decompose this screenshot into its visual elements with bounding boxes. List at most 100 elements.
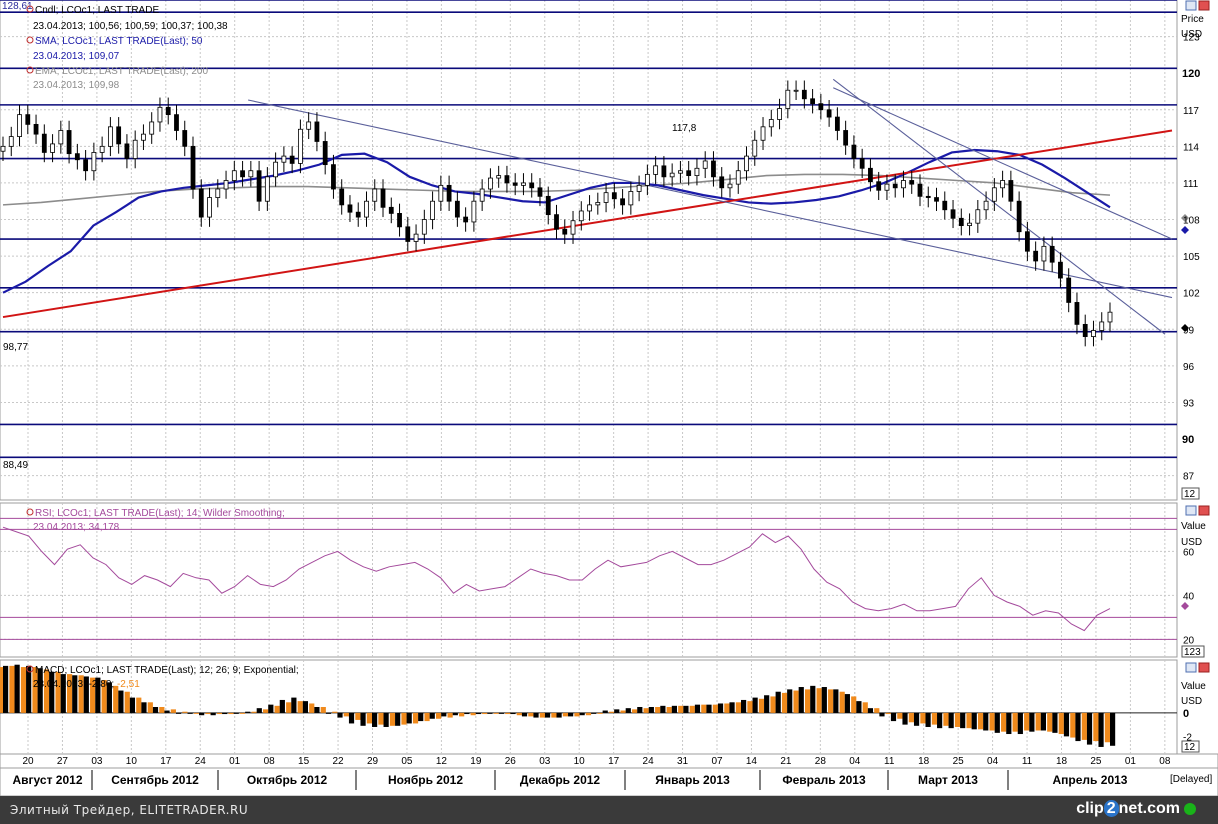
macd-bar xyxy=(937,712,943,729)
candle-body xyxy=(1016,200,1022,233)
rsi-zoom-badge-box[interactable] xyxy=(1181,645,1205,658)
macd-signal-bar xyxy=(551,712,557,718)
macd-signal-bar xyxy=(620,710,626,713)
macd-signal-bar xyxy=(1070,712,1076,738)
candle-body xyxy=(306,121,312,130)
macd-bar xyxy=(1017,712,1023,735)
macd-bar xyxy=(498,712,505,714)
macd-bar xyxy=(660,705,666,713)
rsi-minimize-button[interactable] xyxy=(1185,505,1197,516)
macd-legend-icon[interactable] xyxy=(26,665,34,673)
macd-signal-bar xyxy=(562,712,569,717)
macd-bar xyxy=(429,712,435,719)
macd-bar xyxy=(983,712,989,731)
candle-body xyxy=(892,183,898,189)
candle-body xyxy=(141,133,146,141)
level-label-88-49: 88,49 xyxy=(3,460,28,471)
trend-line-down_c xyxy=(833,87,1173,240)
price-tick-label: 87 xyxy=(1183,472,1195,483)
month-label: Ноябрь 2012 xyxy=(388,773,463,787)
rsi-close-button[interactable] xyxy=(1198,505,1210,516)
candle-body xyxy=(223,180,229,190)
candle-body xyxy=(0,145,6,152)
macd-bar xyxy=(533,712,539,718)
price-tick-label-bold: 90 xyxy=(1182,434,1194,446)
macd-bar xyxy=(764,695,770,713)
macd-bar xyxy=(706,704,712,713)
sma-legend-icon[interactable] xyxy=(26,36,34,44)
candle-body xyxy=(50,143,55,153)
macd-bar xyxy=(245,711,251,713)
candle-body xyxy=(1033,250,1039,262)
price-axis-caption: Price xyxy=(1181,14,1204,25)
x-tick-label: 01 xyxy=(229,756,241,767)
axes: 20 27 03 10 17 24 01 08 15 22 29 05 12 19 26 03 10 17 24 31… xyxy=(13,33,1200,790)
macd-signal-bar xyxy=(20,667,27,713)
macd-signal-bar xyxy=(228,712,234,715)
candle-body xyxy=(512,182,518,186)
macd-signal-bar xyxy=(66,674,73,713)
macd-signal-bar xyxy=(113,685,119,713)
candle-body xyxy=(925,195,931,198)
macd-signal-bar xyxy=(124,691,130,713)
sma-legend-title: SMA; LCOc1; LAST TRADE(Last); 50 xyxy=(35,36,203,47)
candle-body xyxy=(388,206,394,214)
candle-body xyxy=(430,200,435,220)
price-tick-label: 96 xyxy=(1183,362,1195,373)
price-zoom-badge-box[interactable] xyxy=(1181,487,1200,500)
macd-signal-bar xyxy=(666,707,672,713)
macd-bar xyxy=(83,676,89,713)
x-tick-label: 10 xyxy=(126,756,138,767)
rsi-panel-frame xyxy=(0,502,1178,658)
rsi-legend-icon[interactable] xyxy=(26,508,34,516)
x-tick-label: 10 xyxy=(574,756,586,767)
candles-legend-icon[interactable] xyxy=(26,5,34,13)
macd-signal-bar xyxy=(954,712,961,727)
candle-body xyxy=(132,139,138,159)
macd-bar xyxy=(233,712,239,714)
price-close-button[interactable] xyxy=(1198,0,1210,11)
macd-signal-bar xyxy=(701,704,707,713)
macd-minimize-button[interactable] xyxy=(1185,662,1197,673)
macd-signal-bar xyxy=(689,705,695,713)
rsi-legend: RSI; LCOc1; LAST TRADE(Last); 14; Wilder… xyxy=(26,508,285,533)
macd-zoom-badge-box[interactable] xyxy=(1181,740,1200,753)
candle-body xyxy=(884,183,890,191)
ema-last-marker xyxy=(1181,214,1189,222)
macd-close-button[interactable] xyxy=(1198,662,1210,673)
macd-bar xyxy=(337,712,343,718)
candle-body xyxy=(74,153,80,161)
candle-body xyxy=(41,133,47,153)
candle-body xyxy=(934,197,939,202)
macd-bar xyxy=(902,712,908,725)
macd-bar xyxy=(879,712,885,717)
footer-bar: Элитный Трейдер, ELITETRADER.RU clip 2 net… xyxy=(0,796,1218,824)
candles-legend-title: Cndl; LCOc1; LAST TRADE xyxy=(35,5,159,16)
macd-bar xyxy=(1029,712,1035,732)
candle-body xyxy=(545,195,551,216)
x-tick-label: 26 xyxy=(505,756,517,767)
x-tick-label: 22 xyxy=(332,756,344,767)
macd-bar xyxy=(372,712,378,727)
month-label: Август 2012 xyxy=(13,773,83,787)
macd-signal-bar xyxy=(1104,712,1110,743)
macd-bar xyxy=(833,689,839,713)
x-tick-label: 15 xyxy=(298,756,310,767)
macd-legend-values-prefix: 23.04.2013; -2,80; xyxy=(33,679,117,690)
candle-body xyxy=(149,121,155,135)
month-label: Октябрь 2012 xyxy=(247,773,328,787)
price-minimize-button[interactable] xyxy=(1185,0,1197,11)
macd-signal-bar xyxy=(585,712,592,716)
ema-legend-icon[interactable] xyxy=(26,66,34,74)
macd-bar xyxy=(568,712,574,717)
candle-body xyxy=(917,183,923,197)
macd-signal-bar xyxy=(931,712,938,725)
candle-body xyxy=(215,188,221,198)
macd-signal-bar xyxy=(332,711,338,713)
trend-line-down_a xyxy=(248,99,1173,299)
macd-signal-bar xyxy=(943,712,949,726)
rsi-line xyxy=(2,526,1111,632)
macd-bar xyxy=(302,701,309,713)
candle-body xyxy=(826,109,832,118)
macd-bar xyxy=(1098,712,1104,747)
